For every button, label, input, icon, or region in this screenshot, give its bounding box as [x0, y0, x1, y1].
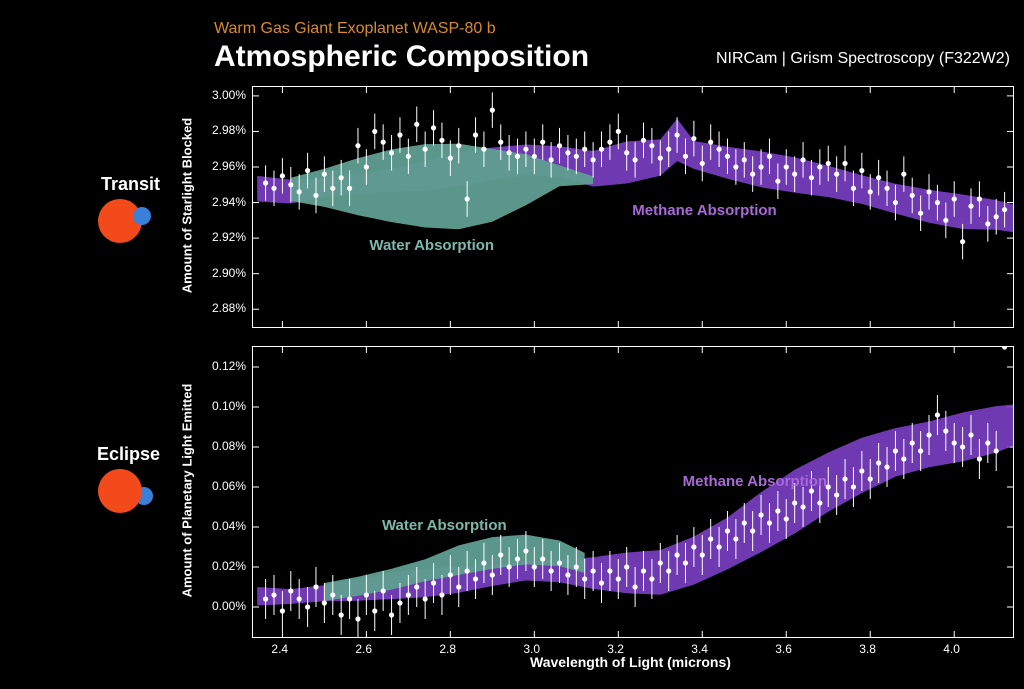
y-tick-label: 2.88%: [212, 301, 246, 315]
panel1-label: Transit: [0, 174, 160, 195]
x-tick-label: 3.8: [859, 642, 876, 656]
x-axis-label: Wavelength of Light (microns): [530, 654, 731, 670]
page-title: Atmospheric Composition: [214, 40, 589, 74]
eclipse-plot: Water Absorption Methane Absorption: [252, 346, 1014, 638]
y-tick-label: 0.06%: [212, 479, 246, 493]
y-tick-label: 0.04%: [212, 519, 246, 533]
methane-absorption-label: Methane Absorption: [632, 202, 776, 219]
y-tick-label: 0.10%: [212, 399, 246, 413]
y-tick-label: 0.02%: [212, 559, 246, 573]
eclipse-icon: [92, 466, 162, 516]
x-tick-label: 2.4: [271, 642, 288, 656]
instrument-label: NIRCam | Grism Spectroscopy (F322W2): [716, 50, 1010, 68]
water-absorption-label: Water Absorption: [382, 517, 507, 534]
y-tick-label: 2.98%: [212, 123, 246, 137]
transit-icon: [92, 196, 162, 246]
y-tick-label: 0.00%: [212, 599, 246, 613]
panel1-ylabel: Amount of Starlight Blocked: [180, 106, 195, 306]
y-tick-label: 2.90%: [212, 266, 246, 280]
x-tick-label: 3.0: [523, 642, 540, 656]
panel2-ylabel: Amount of Planetary Light Emitted: [180, 371, 195, 611]
x-tick-label: 2.8: [439, 642, 456, 656]
water-absorption-label: Water Absorption: [369, 237, 494, 254]
x-tick-label: 4.0: [943, 642, 960, 656]
x-tick-label: 3.4: [691, 642, 708, 656]
x-tick-label: 3.6: [775, 642, 792, 656]
y-tick-label: 3.00%: [212, 88, 246, 102]
methane-absorption-label: Methane Absorption: [683, 473, 827, 490]
y-tick-label: 2.92%: [212, 230, 246, 244]
panel2-label: Eclipse: [0, 444, 160, 465]
x-tick-label: 2.6: [355, 642, 372, 656]
transit-plot: Water Absorption Methane Absorption: [252, 86, 1014, 328]
y-tick-label: 0.12%: [212, 359, 246, 373]
y-tick-label: 2.94%: [212, 195, 246, 209]
y-tick-label: 2.96%: [212, 159, 246, 173]
subtitle: Warm Gas Giant Exoplanet WASP-80 b: [214, 20, 496, 38]
y-tick-label: 0.08%: [212, 439, 246, 453]
x-tick-label: 3.2: [607, 642, 624, 656]
